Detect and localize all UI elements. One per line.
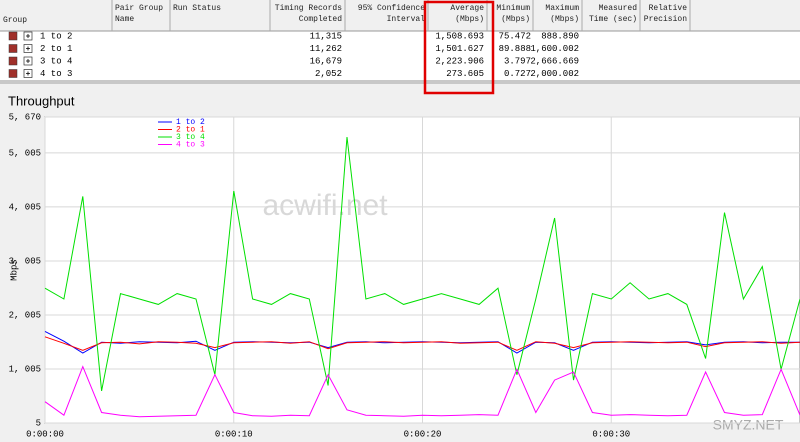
y-tick-label: 5 [36, 418, 41, 428]
column-header: Timing Records [275, 4, 342, 13]
watermark: SMYZ.NET [713, 417, 784, 433]
table-cell: 16,679 [310, 56, 342, 66]
column-header: Relative [649, 4, 688, 13]
y-axis-label: Mbps [9, 259, 19, 281]
expand-plus [26, 34, 30, 38]
table-cell: 75.472 [499, 31, 531, 41]
column-header: Run Status [173, 4, 221, 13]
table-cell: 273.605 [446, 69, 484, 79]
table-cell: 1,508.693 [435, 31, 484, 41]
y-tick-label: 5, 670 [9, 112, 41, 122]
column-header: Minimum [496, 4, 530, 13]
column-header: (Mbps) [501, 15, 530, 24]
y-tick-label: 4, 005 [9, 202, 41, 212]
column-header: Average [450, 4, 484, 13]
pair-icon [8, 31, 18, 41]
column-header: 95% Confidence [358, 4, 425, 13]
expand-plus [26, 46, 30, 51]
table-cell: 11,315 [310, 31, 342, 41]
table-cell: 2,666.669 [530, 56, 579, 66]
table-cell: 2 to 1 [40, 44, 72, 54]
x-tick-label: 0:00:20 [404, 429, 442, 439]
column-header: (Mbps) [455, 15, 484, 24]
legend-label: 1 to 2 [176, 118, 205, 127]
column-header: Time (sec) [589, 15, 637, 24]
column-header: Group [3, 16, 27, 25]
table-cell: 1,501.627 [435, 44, 484, 54]
table-cell: 2,052 [315, 69, 342, 79]
legend-label: 3 to 4 [176, 133, 205, 142]
column-header: Measured [599, 4, 638, 13]
column-header: Interval [387, 15, 426, 24]
table-cell: 888.890 [541, 31, 579, 41]
column-header: Name [115, 15, 134, 24]
table-cell: 1 to 2 [40, 31, 72, 41]
expand-plus [26, 71, 30, 76]
x-tick-label: 0:00:10 [215, 429, 253, 439]
column-header: Precision [644, 15, 687, 24]
pair-icon [8, 44, 18, 53]
y-tick-label: 2, 005 [9, 310, 41, 320]
table-cell: 11,262 [310, 44, 342, 54]
y-tick-label: 5, 005 [9, 148, 41, 158]
table-cell: 89.888 [499, 44, 531, 54]
x-tick-label: 0:00:00 [26, 429, 64, 439]
highlight-box [423, 0, 495, 95]
table-cell: 3 to 4 [40, 56, 72, 66]
pair-icon [8, 69, 18, 78]
series-line [44, 336, 800, 351]
column-header: Pair Group [115, 4, 163, 13]
table-cell: 4 to 3 [40, 69, 72, 79]
legend-label: 4 to 3 [176, 141, 205, 150]
table-header [0, 0, 800, 31]
column-header: (Mbps) [550, 15, 579, 24]
x-tick-label: 0:00:30 [592, 429, 630, 439]
chart-title: Throughput [8, 93, 75, 108]
table-cell: 1,600.002 [530, 44, 579, 54]
table-cell: 3.797 [504, 56, 531, 66]
y-tick-label: 3, 005 [9, 256, 41, 266]
legend-label: 2 to 1 [176, 126, 205, 135]
table-cell: 0.727 [504, 69, 531, 79]
splitter [0, 80, 800, 84]
table-cell: 2,000.002 [530, 69, 579, 79]
column-header: Maximum [545, 4, 579, 13]
series-line [44, 136, 800, 391]
series-line [44, 365, 800, 418]
pair-icon [8, 56, 18, 66]
y-tick-label: 1, 005 [9, 364, 41, 374]
watermark: acwifi.net [262, 189, 388, 222]
expand-plus [26, 59, 30, 63]
table-cell: 2,223.906 [435, 56, 484, 66]
column-header: Completed [299, 15, 342, 24]
